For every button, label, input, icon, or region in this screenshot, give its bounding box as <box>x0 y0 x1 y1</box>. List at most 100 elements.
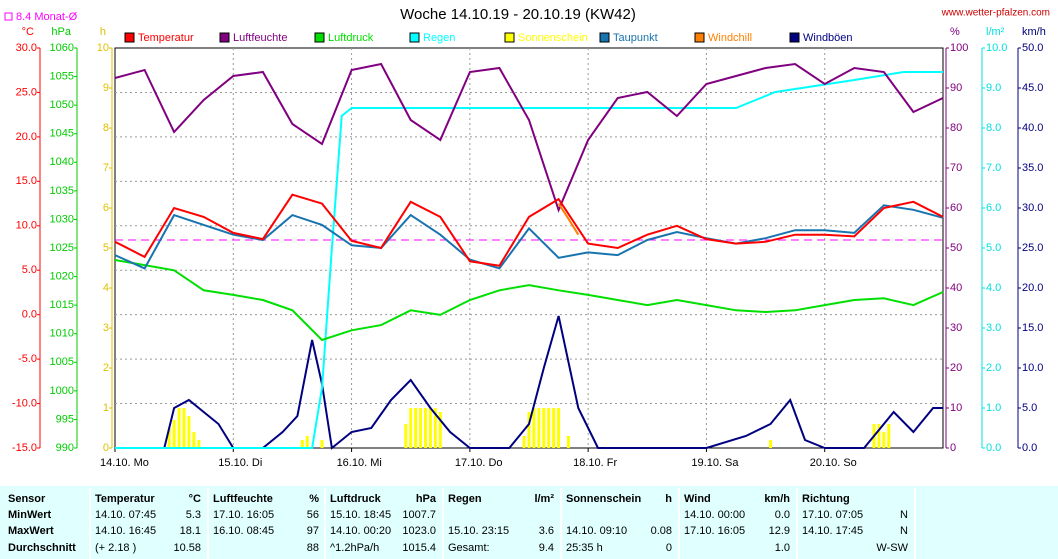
y-tick-label: 10 <box>950 402 962 414</box>
y-tick-label: 7 <box>103 162 109 174</box>
table-header: Regen <box>448 493 482 505</box>
cell-left: ^1.2hPa/h <box>330 542 379 554</box>
table-header: Richtung <box>802 493 850 505</box>
y-tick-label: 6 <box>103 202 109 214</box>
bar <box>409 408 413 448</box>
y-tick-label: 100 <box>950 42 968 54</box>
axis-unit: h <box>100 26 106 38</box>
y-tick-label: 25.0 <box>1022 242 1043 254</box>
cell-right: 5.3 <box>186 509 201 521</box>
reference-label: 8.4 Monat-Ø <box>16 11 78 23</box>
cell-right: W-SW <box>876 542 908 554</box>
cell-left: 16.10. 08:45 <box>213 525 274 537</box>
y-tick-label: 40 <box>950 282 962 294</box>
chart-title: Woche 14.10.19 - 20.10.19 (KW42) <box>400 6 636 23</box>
cell-left: Gesamt: <box>448 542 490 554</box>
x-tick-label: 14.10. Mo <box>100 457 149 469</box>
cell-left: 14.10. 16:45 <box>95 525 156 537</box>
cell-left: 15.10. 18:45 <box>330 509 391 521</box>
table-header: Luftfeuchte <box>213 493 273 505</box>
y-tick-label: 8.0 <box>986 122 1001 134</box>
y-tick-label: 1020 <box>50 270 74 282</box>
bar <box>769 440 772 448</box>
bar <box>305 436 309 448</box>
cell-left: 14.10. 00:00 <box>684 509 745 521</box>
series-line <box>114 193 944 267</box>
legend-label: Temperatur <box>138 32 194 44</box>
bar <box>300 440 304 448</box>
reference-swatch <box>4 12 13 21</box>
y-tick-label: 5.0 <box>1022 402 1037 414</box>
cell-left: 14.10. 00:20 <box>330 525 391 537</box>
y-tick-label: 0.0 <box>1022 442 1037 454</box>
bar <box>537 408 541 448</box>
series-line <box>114 204 944 270</box>
legend-label: Luftfeuchte <box>233 32 287 44</box>
y-tick-label: 10.0 <box>1022 362 1043 374</box>
y-tick-label: 8 <box>103 122 109 134</box>
bar <box>172 420 176 448</box>
y-tick-label: -10.0 <box>12 397 37 409</box>
cell-right: 12.9 <box>769 525 790 537</box>
y-tick-label: 10.0 <box>16 220 37 232</box>
cell-left: 15.10. 23:15 <box>448 525 509 537</box>
bar <box>552 408 556 448</box>
bar <box>428 408 432 448</box>
y-tick-label: 10 <box>97 42 109 54</box>
table-unit: km/h <box>764 493 790 505</box>
y-tick-label: 5.0 <box>986 242 1001 254</box>
cell-right: 9.4 <box>539 542 554 554</box>
series-line <box>115 71 943 449</box>
table-header: Wind <box>684 493 711 505</box>
cell-right: 56 <box>307 509 319 521</box>
y-tick-label: 15.0 <box>16 175 37 187</box>
bar <box>182 408 186 448</box>
y-tick-label: 1025 <box>50 242 74 254</box>
cell-left: 25:35 h <box>566 542 603 554</box>
bar <box>887 424 891 448</box>
bar <box>177 408 181 448</box>
bar <box>433 408 437 448</box>
bar <box>882 432 886 448</box>
cell-right: 1023.0 <box>402 525 436 537</box>
y-tick-label: 30 <box>950 322 962 334</box>
bar <box>527 412 531 448</box>
bar <box>424 408 427 448</box>
y-tick-label: 1000 <box>50 385 74 397</box>
y-tick-label: 5.0 <box>22 264 37 276</box>
y-tick-label: 3.0 <box>986 322 1001 334</box>
y-tick-label: 1035 <box>50 185 74 197</box>
y-tick-label: 9 <box>103 82 109 94</box>
cell-left: 14.10. 17:45 <box>802 525 863 537</box>
bar <box>557 408 561 448</box>
x-tick-label: 20.10. So <box>810 457 857 469</box>
cell-left: 17.10. 16:05 <box>213 509 274 521</box>
bar <box>320 440 324 448</box>
table-header: Sensor <box>8 493 46 505</box>
legend-label: Luftdruck <box>328 32 374 44</box>
y-tick-label: 1060 <box>50 42 74 54</box>
legend-swatch <box>789 32 800 43</box>
bar <box>542 408 546 448</box>
table-header: Sonnenschein <box>566 493 641 505</box>
table-header: Luftdruck <box>330 493 382 505</box>
y-tick-label: 80 <box>950 122 962 134</box>
legend-swatch <box>504 32 515 43</box>
legend-swatch <box>694 32 705 43</box>
bar <box>187 416 191 448</box>
axis-unit: hPa <box>51 26 71 38</box>
row-label: MaxWert <box>8 525 54 537</box>
cell-left: 14.10. 07:45 <box>95 509 156 521</box>
cell-right: 88 <box>307 542 319 554</box>
bar <box>404 424 408 448</box>
legend-swatch <box>599 32 610 43</box>
y-tick-label: 1030 <box>50 213 74 225</box>
y-tick-label: 40.0 <box>1022 122 1043 134</box>
cell-right: 10.58 <box>173 542 201 554</box>
cell-right: N <box>900 509 908 521</box>
axis-unit: °C <box>22 26 34 38</box>
bar <box>547 408 551 448</box>
legend-swatch <box>124 32 135 43</box>
legend-swatch <box>219 32 230 43</box>
bar <box>877 424 881 448</box>
